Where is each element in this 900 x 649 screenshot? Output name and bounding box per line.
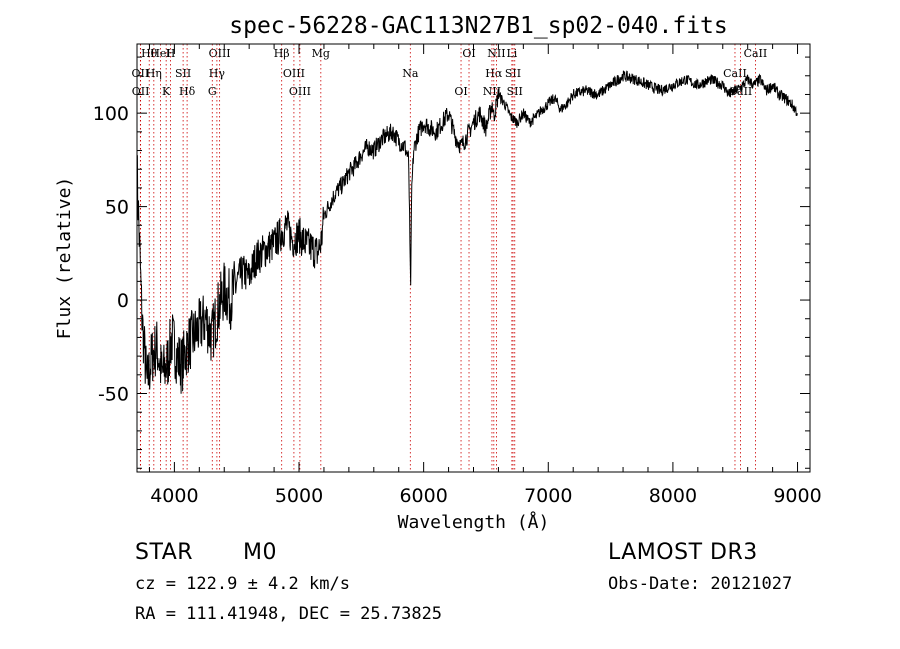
line-label: CaII [744, 47, 768, 60]
line-label: Hα [485, 67, 503, 80]
line-label: Hδ [179, 85, 196, 98]
y-tick-label: 0 [117, 290, 129, 312]
line-label: G [208, 85, 217, 98]
y-tick-label: 100 [93, 103, 129, 125]
line-label: K [162, 85, 171, 98]
line-label: OIII [209, 47, 231, 60]
line-label: Hη [146, 67, 162, 80]
y-tick-label: 50 [105, 197, 129, 219]
line-label: NII [487, 47, 505, 60]
y-tick-label: -50 [98, 384, 129, 406]
line-label: OI [462, 47, 475, 60]
x-tick-label: 6000 [399, 485, 447, 507]
x-tick-label: 9000 [773, 485, 821, 507]
coordinates-text: RA = 111.41948, DEC = 25.73825 [135, 604, 443, 624]
chart-title: spec-56228-GAC113N27B1_sp02-040.fits [229, 13, 728, 39]
x-axis-label: Wavelength (Å) [398, 511, 550, 533]
line-label: OII [132, 85, 150, 98]
x-tick-label: 7000 [524, 485, 572, 507]
line-label: Mg [312, 47, 330, 60]
line-label: HeI [150, 47, 170, 60]
survey-label: LAMOST DR3 [608, 540, 758, 565]
line-label: Na [402, 67, 419, 80]
object-class: STAR [135, 540, 194, 565]
line-label: Hγ [209, 67, 226, 80]
y-axis-label: Flux (relative) [54, 177, 75, 340]
line-label: SII [175, 67, 191, 80]
line-label: OI [454, 85, 467, 98]
line-label: H [166, 47, 176, 60]
line-label: SII [505, 67, 521, 80]
x-tick-label: 5000 [275, 485, 323, 507]
line-label: OIII [289, 85, 311, 98]
object-subclass: M0 [243, 540, 277, 565]
redshift-text: cz = 122.9 ± 4.2 km/s [135, 574, 350, 594]
plot-frame [136, 43, 811, 473]
line-label: CaII [723, 67, 747, 80]
flux-series-line [136, 70, 798, 394]
line-label: Hβ [274, 47, 290, 60]
line-label: Li [506, 47, 517, 60]
line-label: OIII [283, 67, 305, 80]
x-tick-label: 8000 [649, 485, 697, 507]
x-tick-label: 4000 [150, 485, 198, 507]
line-label: SII [507, 85, 523, 98]
obs-date: Obs-Date: 20121027 [608, 574, 793, 594]
